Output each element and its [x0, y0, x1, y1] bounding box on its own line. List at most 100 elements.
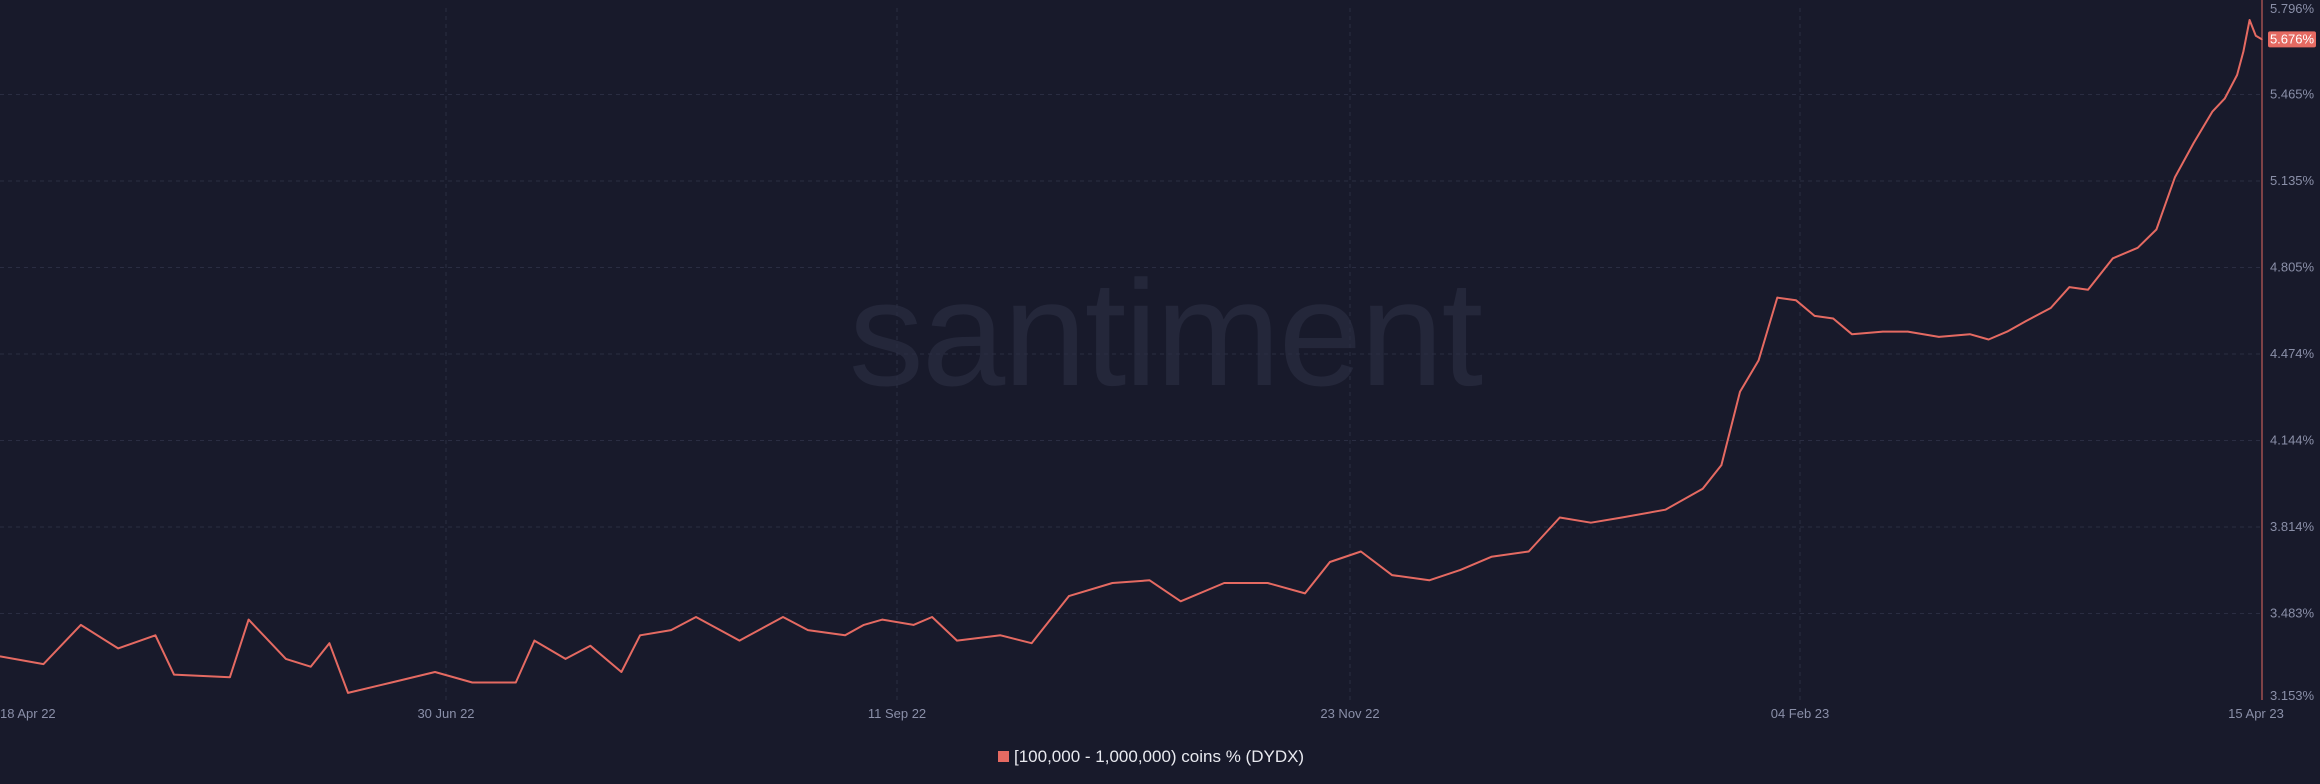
data-point: [1391, 574, 1393, 576]
data-point: [1851, 333, 1853, 336]
data-point: [1030, 642, 1033, 644]
data-point: [2242, 50, 2245, 53]
data-point: [2255, 35, 2257, 37]
data-point: [956, 639, 958, 642]
data-point: [2236, 74, 2238, 76]
data-point: [670, 629, 672, 631]
data-point: [782, 616, 784, 618]
last-value-label: 5.676%: [2270, 31, 2315, 46]
data-point: [807, 629, 809, 631]
grid-layer: [0, 8, 2262, 700]
data-point: [2248, 19, 2251, 21]
data-point: [515, 681, 517, 684]
x-tick-label: 23 Nov 22: [1320, 706, 1379, 721]
data-point: [2025, 320, 2027, 322]
y-tick-label: 5.135%: [2270, 173, 2315, 188]
data-point: [434, 671, 436, 673]
data-point: [1304, 592, 1306, 595]
data-point: [1179, 600, 1182, 603]
data-point: [2006, 330, 2008, 333]
data-point: [1266, 582, 1269, 584]
series-layer: [0, 19, 2263, 694]
data-point: [1882, 330, 1884, 333]
data-point: [2049, 307, 2052, 309]
data-point: [1068, 595, 1070, 597]
data-point: [1832, 317, 1834, 320]
data-point: [1490, 556, 1493, 558]
data-point: [1590, 521, 1592, 524]
data-point: [247, 618, 250, 621]
data-point: [1527, 550, 1530, 553]
data-point: [2112, 257, 2114, 260]
data-point: [564, 658, 567, 660]
legend-swatch[interactable]: [998, 751, 1009, 762]
data-point: [1701, 487, 1704, 490]
data-point: [1428, 579, 1431, 582]
y-tick-label: 4.474%: [2270, 346, 2315, 361]
data-point: [1969, 333, 1971, 336]
data-point: [2223, 97, 2226, 100]
data-point: [2211, 110, 2214, 113]
data-point: [117, 647, 119, 650]
y-tick-label: 4.144%: [2270, 433, 2315, 448]
data-point: [1111, 582, 1114, 584]
x-tick-label: 18 Apr 22: [0, 706, 56, 721]
data-point: [1720, 464, 1723, 466]
x-tick-label: 11 Sep 22: [868, 706, 926, 721]
x-tick-label: 15 Apr 23: [2228, 706, 2284, 721]
data-point: [2087, 288, 2089, 291]
data-point: [533, 639, 536, 642]
data-point: [328, 642, 331, 644]
data-point: [881, 618, 884, 621]
data-point: [2174, 176, 2176, 178]
data-point: [1223, 582, 1225, 584]
data-point: [1813, 315, 1816, 317]
data-point: [229, 676, 231, 678]
y-tick-label: 4.805%: [2270, 260, 2315, 275]
data-point: [695, 616, 697, 618]
data-point: [1938, 336, 1940, 338]
data-point: [285, 658, 287, 660]
data-point: [844, 634, 846, 637]
x-tick-label: 30 Jun 22: [417, 706, 474, 721]
data-point: [1329, 561, 1331, 563]
y-tick-label: 3.483%: [2270, 606, 2315, 621]
y-tick-label: 5.465%: [2270, 87, 2315, 102]
data-point: [1360, 550, 1362, 553]
data-point: [931, 616, 933, 618]
data-point: [2192, 142, 2195, 144]
data-point: [738, 639, 741, 642]
data-point: [1795, 299, 1797, 302]
legend[interactable]: [100,000 - 1,000,000) coins % (DYDX): [998, 747, 1304, 766]
data-point: [1621, 516, 1623, 519]
data-point: [1739, 391, 1741, 393]
data-point: [0, 655, 1, 658]
data-point: [347, 692, 349, 694]
legend-label[interactable]: [100,000 - 1,000,000) coins % (DYDX): [1014, 747, 1304, 766]
data-point: [1559, 516, 1561, 519]
data-point: [471, 681, 474, 684]
santiment-watermark: santiment: [849, 249, 1483, 417]
last-value-badge: [2268, 31, 2316, 48]
data-point: [2136, 247, 2139, 249]
data-point: [154, 634, 157, 637]
data-point: [1757, 359, 1760, 362]
data-point: [589, 645, 592, 647]
y-tick-label: 5.796%: [2270, 1, 2315, 16]
x-tick-label: 04 Feb 23: [1771, 706, 1830, 721]
data-point: [309, 665, 312, 668]
data-point: [620, 671, 623, 673]
data-point: [173, 673, 175, 676]
data-point: [863, 624, 865, 626]
y-tick-label: 3.153%: [2270, 688, 2315, 703]
data-point: [1664, 508, 1667, 511]
data-point: [80, 624, 82, 626]
data-point: [639, 634, 641, 637]
data-point: [1148, 579, 1151, 582]
data-point: [1907, 330, 1909, 333]
data-point: [1459, 569, 1462, 571]
data-point: [2068, 286, 2071, 288]
data-point: [999, 634, 1002, 637]
